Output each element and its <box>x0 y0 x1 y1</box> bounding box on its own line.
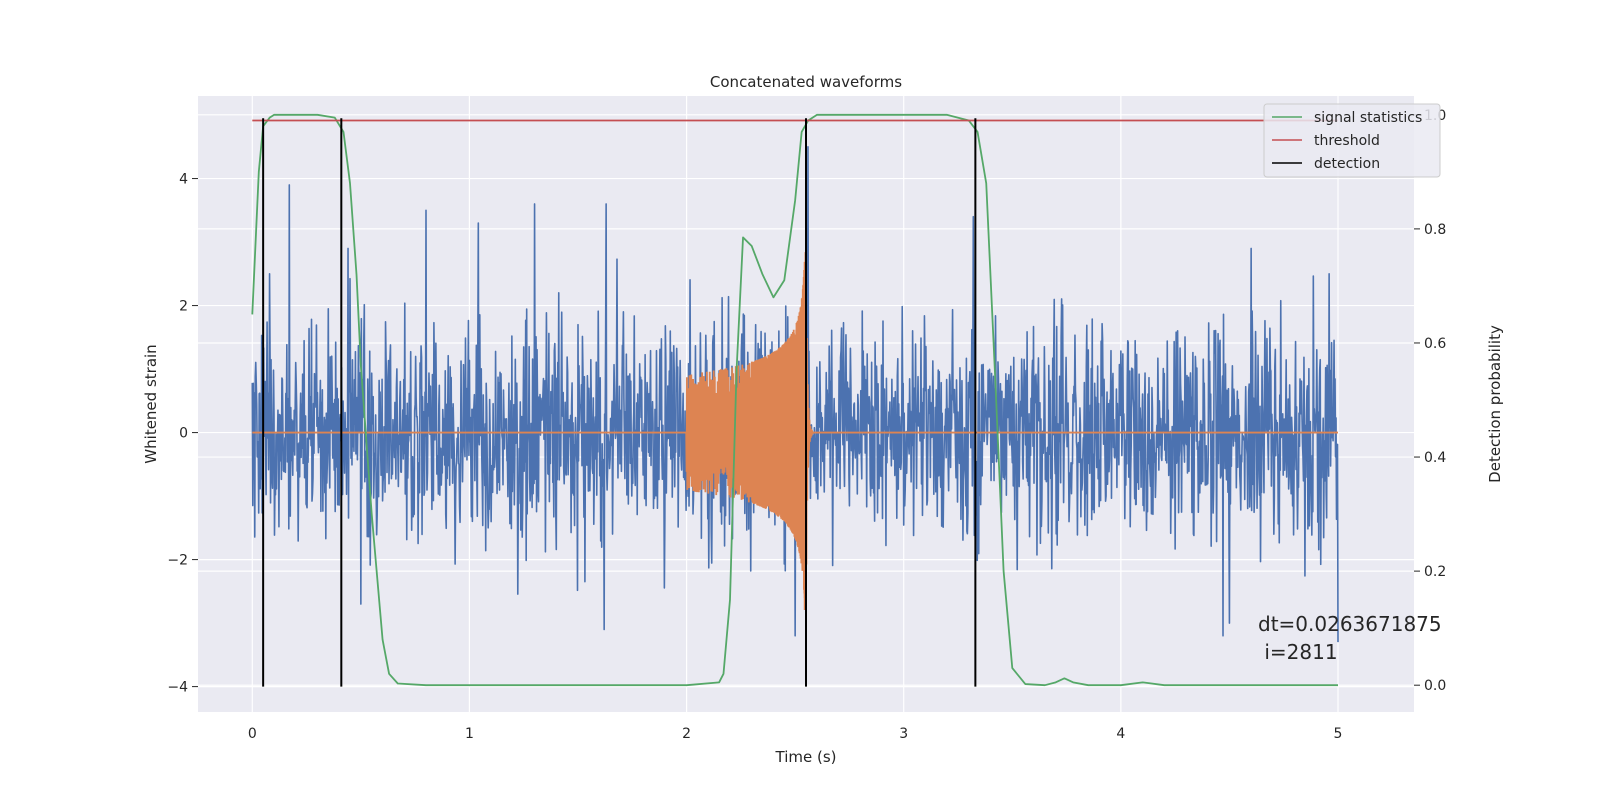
y-tick-label: −4 <box>167 680 188 696</box>
y2-tick-label: 0.0 <box>1424 678 1446 694</box>
x-tick-label: 1 <box>465 726 474 742</box>
injected-waveform-series <box>252 252 1338 610</box>
y2-tick-label: 0.4 <box>1424 450 1446 466</box>
y-axis-left-ticks: −4 −2 0 2 4 <box>167 172 198 696</box>
y2-axis-label: Detection probability <box>1486 325 1504 483</box>
x-tick-label: 4 <box>1116 726 1125 742</box>
signal-statistics-line <box>251 113 1338 687</box>
y-axis-right-ticks: 0.00.20.40.60.81.0 <box>1414 108 1446 694</box>
y-tick-label: 2 <box>179 299 188 315</box>
annotation-text: dt=0.0263671875 i=2811 <box>1258 612 1442 664</box>
y2-tick-label: 0.6 <box>1424 336 1446 352</box>
legend-label-threshold: threshold <box>1314 133 1380 149</box>
x-tick-label: 0 <box>248 726 257 742</box>
y2-tick-label: 0.8 <box>1424 222 1446 238</box>
y-axis-label: Whitened strain <box>142 344 160 463</box>
signal-statistics-series <box>251 113 1338 687</box>
annotation-line-i: i=2811 <box>1258 640 1338 664</box>
legend-frame <box>1263 103 1441 178</box>
x-axis-label: Time (s) <box>775 748 837 766</box>
y2-tick-label: 0.2 <box>1424 564 1446 580</box>
x-tick-label: 5 <box>1334 726 1343 742</box>
annotation-line-dt: dt=0.0263671875 <box>1258 612 1442 636</box>
chart-title: Concatenated waveforms <box>710 73 902 91</box>
y-tick-label: 0 <box>179 426 188 442</box>
x-tick-label: 2 <box>682 726 691 742</box>
y-tick-label: −2 <box>167 553 188 569</box>
legend: signal statistics threshold detection <box>1263 103 1441 178</box>
detection-markers <box>262 118 977 687</box>
injected-waveform-line <box>252 252 1338 610</box>
legend-label-detection: detection <box>1314 156 1380 172</box>
legend-label-signal-statistics: signal statistics <box>1314 110 1422 126</box>
x-tick-label: 3 <box>899 726 908 742</box>
x-axis-ticks: 0 1 2 3 4 5 <box>248 726 1343 742</box>
y-tick-label: 4 <box>179 172 188 188</box>
